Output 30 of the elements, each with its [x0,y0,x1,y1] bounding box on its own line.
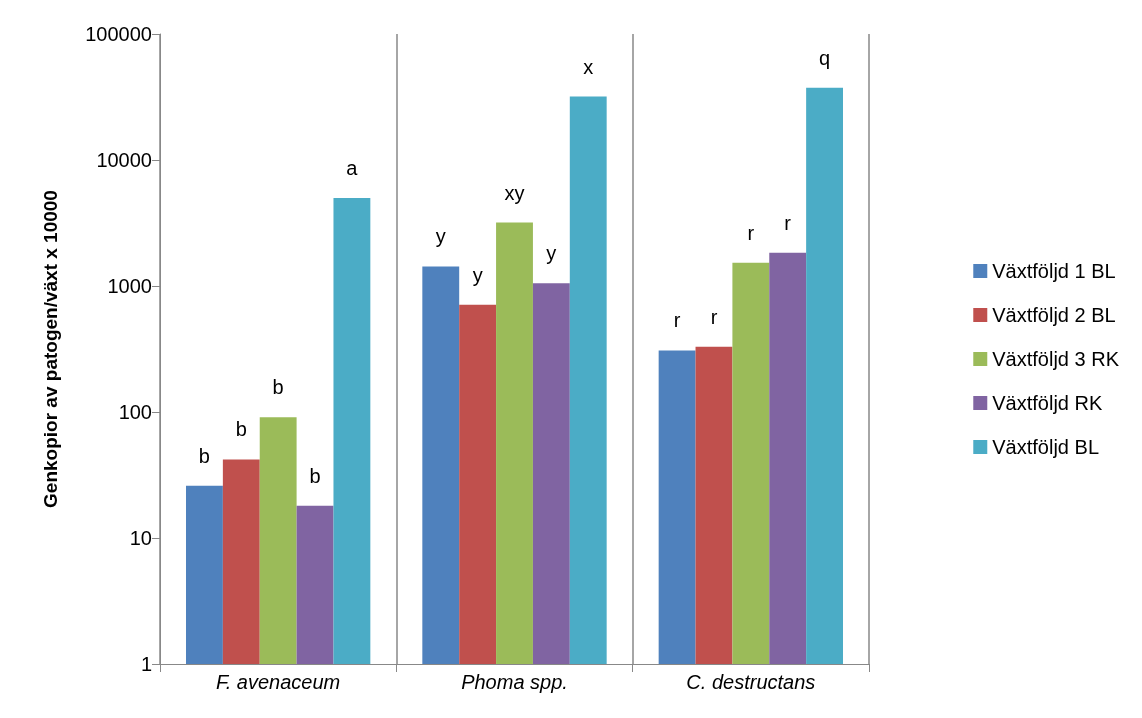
x-tick-label: Phoma spp. [461,671,568,693]
data-label: y [472,263,483,286]
data-label: b [272,376,284,399]
y-tick-label: 100000 [85,23,152,45]
data-label: y [546,242,557,265]
x-tick-label: F. avenaceum [216,671,341,693]
legend-label: Växtföljd 3 RK [992,348,1120,370]
data-label: y [435,225,446,248]
data-label: r [673,309,681,332]
y-tick-label: 1 [140,653,152,675]
data-label: x [583,55,594,78]
legend-label: Växtföljd 2 BL [992,304,1116,326]
y-tick-label: 1000 [107,275,152,297]
data-label: xy [504,181,525,204]
data-label: b [309,464,321,487]
data-label: b [198,444,210,467]
y-axis-title: Genkopior av patogen/växt x 10000 [40,190,61,508]
data-label: a [346,156,359,179]
data-label: b [235,418,247,441]
x-tick-label: C. destructans [686,671,816,693]
y-tick-label: 10000 [96,149,152,171]
data-label: r [747,221,755,244]
y-tick-label: 10 [129,527,152,549]
legend-label: Växtföljd 1 BL [992,260,1116,282]
legend-label: Växtföljd BL [992,436,1100,458]
legend-label: Växtföljd RK [992,392,1103,414]
y-tick-label: 100 [118,401,152,423]
data-label: r [784,211,792,234]
data-label: q [819,46,831,69]
data-label: r [710,305,718,328]
